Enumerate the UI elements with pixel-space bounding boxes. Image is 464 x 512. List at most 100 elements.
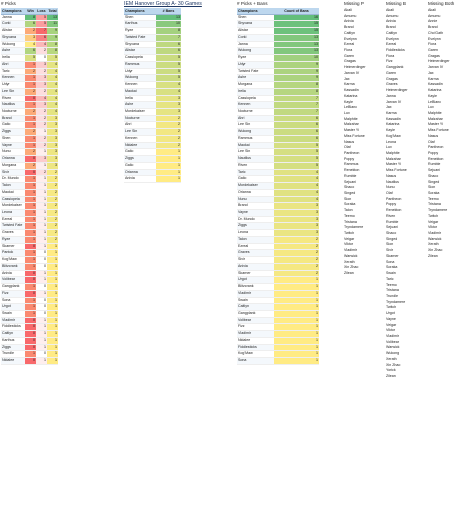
picks-cell-win[interactable]: 6: [25, 47, 36, 56]
picks-bans-cell-champion[interactable]: Wukong: [237, 128, 274, 136]
picks-bans-cell-count[interactable]: 6: [274, 121, 319, 130]
picks-bans-cell-champion[interactable]: Brand: [237, 202, 274, 210]
picks-cell-total[interactable]: 2: [47, 196, 58, 204]
picks-cell-total[interactable]: 3: [47, 135, 58, 143]
picks-cell-champion[interactable]: Twisted Fate: [1, 222, 25, 231]
picks-bans-col-count[interactable]: Count of Bans: [274, 8, 319, 15]
picks-cell-win[interactable]: 0: [25, 337, 36, 345]
missing-b-item[interactable]: Fiora: [386, 53, 395, 58]
picks-cell-win[interactable]: 0: [25, 357, 36, 365]
missing-both-item[interactable]: Veigar: [428, 219, 439, 224]
missing-p-item[interactable]: Miss Fortune: [344, 133, 365, 138]
bans-group-cell-champion[interactable]: Ziggs: [124, 155, 156, 163]
picks-bans-cell-champion[interactable]: Alistar: [237, 27, 274, 35]
picks-cell-total[interactable]: 1: [47, 263, 58, 271]
picks-cell-win[interactable]: 1: [25, 263, 36, 271]
missing-both-item[interactable]: Viktor: [428, 225, 438, 230]
picks-cell-loss[interactable]: 2: [36, 121, 47, 130]
picks-cell-champion[interactable]: Caitlyn: [1, 330, 25, 338]
picks-bans-cell-champion[interactable]: Vladimir: [237, 330, 274, 338]
picks-bans-cell-count[interactable]: 6: [274, 135, 319, 143]
bans-group-cell-count[interactable]: 3: [156, 108, 181, 116]
bans-group-cell-count[interactable]: 1: [156, 162, 181, 170]
bans-group-cell-count[interactable]: 5: [156, 54, 181, 62]
picks-bans-cell-champion[interactable]: Kennen: [237, 101, 274, 109]
picks-cell-win[interactable]: 1: [25, 303, 36, 311]
picks-cell-win[interactable]: 4: [25, 41, 36, 49]
missing-both-item[interactable]: Vladimir: [428, 231, 441, 236]
picks-cell-win[interactable]: 1: [25, 256, 36, 264]
picks-cell-loss[interactable]: 7: [36, 27, 47, 35]
picks-cell-total[interactable]: 1: [47, 357, 58, 365]
picks-cell-total[interactable]: 8: [47, 47, 58, 56]
bans-group-cell-count[interactable]: 2: [156, 135, 181, 143]
picks-cell-champion[interactable]: Orianna: [1, 155, 25, 163]
picks-cell-loss[interactable]: 4: [36, 41, 47, 49]
picks-cell-win[interactable]: 1: [25, 74, 36, 83]
picks-bans-cell-count[interactable]: 2: [274, 243, 319, 251]
picks-bans-cell-champion[interactable]: Maokai: [237, 142, 274, 150]
missing-b-item[interactable]: Zilean: [386, 374, 396, 378]
missing-p-item[interactable]: Gragas: [344, 59, 356, 64]
picks-cell-loss[interactable]: 2: [36, 47, 47, 56]
missing-p-item[interactable]: Sion: [344, 196, 352, 201]
missing-b-item[interactable]: Akali: [386, 8, 394, 12]
picks-cell-loss[interactable]: 2: [36, 68, 47, 76]
missing-p-item[interactable]: Amumu: [344, 13, 357, 18]
bans-group-cell-count[interactable]: 3: [156, 95, 181, 103]
picks-cell-loss[interactable]: 1: [36, 236, 47, 244]
picks-bans-cell-champion[interactable]: Nidalee: [237, 337, 274, 345]
picks-cell-loss[interactable]: 2: [36, 135, 47, 143]
bans-group-cell-count[interactable]: 2: [156, 121, 181, 130]
missing-b-item[interactable]: Caitlyn: [386, 30, 397, 35]
missing-both-item[interactable]: Poppy: [428, 150, 439, 155]
missing-both-item[interactable]: Lux: [428, 105, 434, 110]
bans-group-cell-champion[interactable]: Twisted Fate: [124, 34, 156, 42]
picks-cell-total[interactable]: 1: [47, 303, 58, 311]
missing-both-item[interactable]: Olaf: [428, 139, 435, 144]
picks-bans-cell-count[interactable]: 1: [274, 297, 319, 305]
missing-both-item[interactable]: Teemo: [428, 196, 439, 201]
missing-b-item[interactable]: Renekton: [386, 208, 402, 213]
bans-group-cell-count[interactable]: 2: [156, 128, 181, 136]
picks-cell-champion[interactable]: Volibear: [1, 276, 25, 285]
picks-bans-cell-count[interactable]: 3: [274, 222, 319, 231]
bans-group-cell-count[interactable]: 2: [156, 142, 181, 150]
missing-p-item[interactable]: Garen: [344, 53, 354, 58]
picks-cell-loss[interactable]: 1: [36, 270, 47, 278]
missing-p-item[interactable]: Pantheon: [344, 150, 360, 155]
picks-bans-cell-champion[interactable]: Wukong: [237, 47, 274, 56]
picks-cell-loss[interactable]: 1: [36, 196, 47, 204]
picks-cell-win[interactable]: 1: [25, 310, 36, 318]
picks-cell-loss[interactable]: 3: [36, 61, 47, 69]
picks-cell-total[interactable]: 1: [47, 317, 58, 325]
missing-b-item[interactable]: Olaf: [386, 191, 393, 195]
picks-bans-cell-champion[interactable]: Skarner: [237, 270, 274, 278]
missing-p-item[interactable]: Katarina: [344, 93, 358, 98]
missing-b-item[interactable]: Miss Fortune: [386, 168, 407, 173]
picks-cell-win[interactable]: 0: [25, 155, 36, 163]
picks-cell-champion[interactable]: Kennen: [1, 74, 25, 83]
picks-bans-col-champions[interactable]: Champions: [237, 8, 274, 15]
missing-p-item[interactable]: Evelynn: [344, 36, 357, 41]
picks-cell-loss[interactable]: 5: [36, 14, 47, 22]
picks-cell-loss[interactable]: 0: [36, 297, 47, 305]
picks-cell-champion[interactable]: Vayne: [1, 142, 25, 150]
picks-cell-champion[interactable]: Anivia: [1, 270, 25, 278]
picks-col-loss[interactable]: Loss: [36, 8, 47, 15]
picks-cell-total[interactable]: 1: [47, 249, 58, 258]
missing-both-item[interactable]: Brand: [428, 25, 438, 30]
missing-b-item[interactable]: Master Yi: [386, 162, 401, 167]
missing-both-item[interactable]: Amumu: [428, 13, 441, 18]
missing-b-item[interactable]: Wukong: [386, 351, 400, 356]
picks-cell-total[interactable]: 13: [47, 14, 58, 22]
missing-b-item[interactable]: Brand: [386, 25, 396, 30]
picks-cell-champion[interactable]: Wukong: [1, 41, 25, 49]
missing-b-item[interactable]: Skarner: [386, 253, 399, 258]
missing-both-item[interactable]: Heimerdinger: [428, 59, 450, 64]
picks-cell-win[interactable]: 1: [25, 135, 36, 143]
bans-group-cell-champion[interactable]: Udyr: [124, 68, 156, 76]
picks-cell-win[interactable]: 0: [25, 330, 36, 338]
picks-cell-total[interactable]: 2: [47, 209, 58, 217]
picks-bans-cell-count[interactable]: 3: [274, 216, 319, 224]
